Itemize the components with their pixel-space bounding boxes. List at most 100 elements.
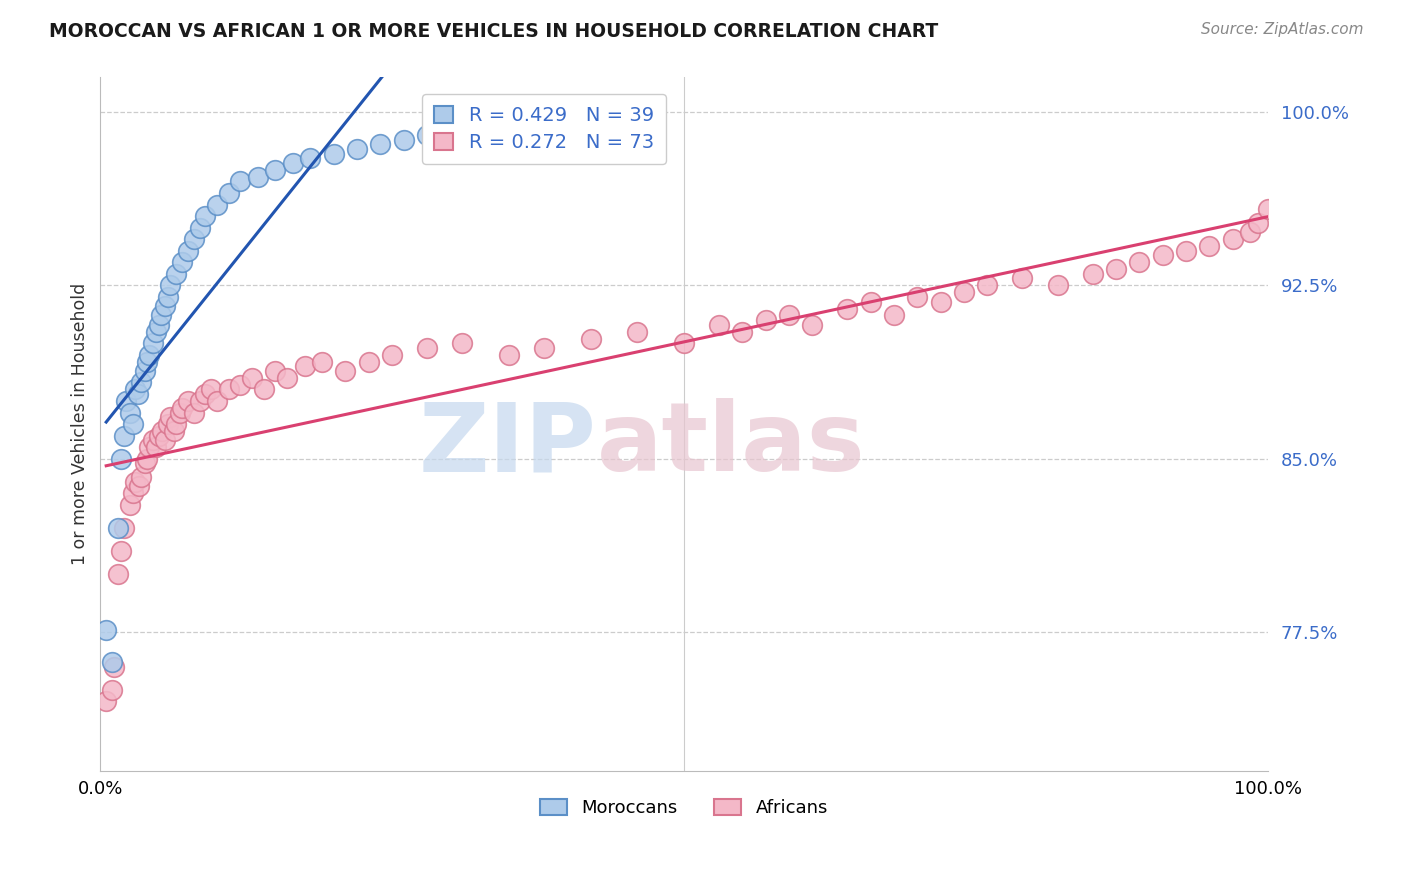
Point xyxy=(778,309,800,323)
Point xyxy=(1174,244,1197,258)
Point xyxy=(169,405,191,419)
Point xyxy=(136,451,159,466)
Point xyxy=(1239,225,1261,239)
Point xyxy=(626,325,648,339)
Text: MOROCCAN VS AFRICAN 1 OR MORE VEHICLES IN HOUSEHOLD CORRELATION CHART: MOROCCAN VS AFRICAN 1 OR MORE VEHICLES I… xyxy=(49,22,938,41)
Point xyxy=(929,294,952,309)
Point xyxy=(322,146,344,161)
Point xyxy=(112,521,135,535)
Point xyxy=(1046,278,1069,293)
Point xyxy=(240,371,263,385)
Point xyxy=(96,694,118,708)
Point xyxy=(416,341,439,355)
Point xyxy=(127,387,149,401)
Point xyxy=(170,255,193,269)
Point xyxy=(153,434,176,448)
Point xyxy=(165,267,187,281)
Point xyxy=(148,318,170,332)
Point xyxy=(124,475,146,489)
Point xyxy=(801,318,824,332)
Point xyxy=(1152,248,1174,262)
Point xyxy=(205,394,228,409)
Point xyxy=(859,294,882,309)
Point xyxy=(118,498,141,512)
Point xyxy=(883,309,905,323)
Y-axis label: 1 or more Vehicles in Household: 1 or more Vehicles in Household xyxy=(72,283,89,566)
Point xyxy=(533,341,555,355)
Point xyxy=(115,394,138,409)
Point xyxy=(311,354,333,368)
Point xyxy=(907,290,929,304)
Text: ZIP: ZIP xyxy=(419,399,596,491)
Point xyxy=(96,623,118,637)
Point xyxy=(153,299,176,313)
Point xyxy=(416,128,439,143)
Point xyxy=(129,470,152,484)
Point xyxy=(246,169,269,184)
Point xyxy=(122,486,145,500)
Point xyxy=(157,417,180,431)
Point xyxy=(134,364,156,378)
Point xyxy=(112,428,135,442)
Point xyxy=(159,410,181,425)
Point xyxy=(183,405,205,419)
Point xyxy=(194,209,217,223)
Point xyxy=(357,354,380,368)
Point xyxy=(157,290,180,304)
Legend: Moroccans, Africans: Moroccans, Africans xyxy=(533,791,835,824)
Point xyxy=(177,244,200,258)
Point xyxy=(110,451,132,466)
Point xyxy=(124,383,146,397)
Point xyxy=(731,325,754,339)
Point xyxy=(142,434,165,448)
Point xyxy=(370,137,392,152)
Point xyxy=(170,401,193,415)
Point xyxy=(163,424,186,438)
Point xyxy=(165,417,187,431)
Point xyxy=(451,336,474,351)
Point xyxy=(837,301,859,316)
Point xyxy=(101,655,124,669)
Point xyxy=(200,383,222,397)
Point xyxy=(264,364,287,378)
Point xyxy=(218,383,240,397)
Point xyxy=(205,197,228,211)
Point xyxy=(159,278,181,293)
Text: atlas: atlas xyxy=(596,399,865,491)
Point xyxy=(107,521,129,535)
Point xyxy=(229,174,252,188)
Point xyxy=(1247,216,1270,230)
Point xyxy=(1011,271,1033,285)
Point xyxy=(672,336,695,351)
Point xyxy=(229,377,252,392)
Point xyxy=(294,359,316,374)
Point xyxy=(183,232,205,246)
Point xyxy=(1128,255,1150,269)
Point xyxy=(129,376,152,390)
Point xyxy=(1105,262,1128,277)
Point xyxy=(1081,267,1104,281)
Point xyxy=(1257,202,1279,216)
Point xyxy=(145,440,167,454)
Point xyxy=(128,479,150,493)
Point xyxy=(1198,239,1220,253)
Point xyxy=(392,133,415,147)
Point xyxy=(188,394,211,409)
Point xyxy=(148,428,170,442)
Point xyxy=(276,371,298,385)
Point xyxy=(755,313,778,327)
Point xyxy=(101,682,124,697)
Point xyxy=(145,325,167,339)
Point xyxy=(194,387,217,401)
Text: Source: ZipAtlas.com: Source: ZipAtlas.com xyxy=(1201,22,1364,37)
Point xyxy=(107,567,129,582)
Point xyxy=(579,332,602,346)
Point xyxy=(136,354,159,368)
Point xyxy=(976,278,998,293)
Point xyxy=(138,440,160,454)
Point xyxy=(110,544,132,558)
Point xyxy=(299,151,322,165)
Point xyxy=(707,318,730,332)
Point xyxy=(103,659,125,673)
Point xyxy=(138,348,160,362)
